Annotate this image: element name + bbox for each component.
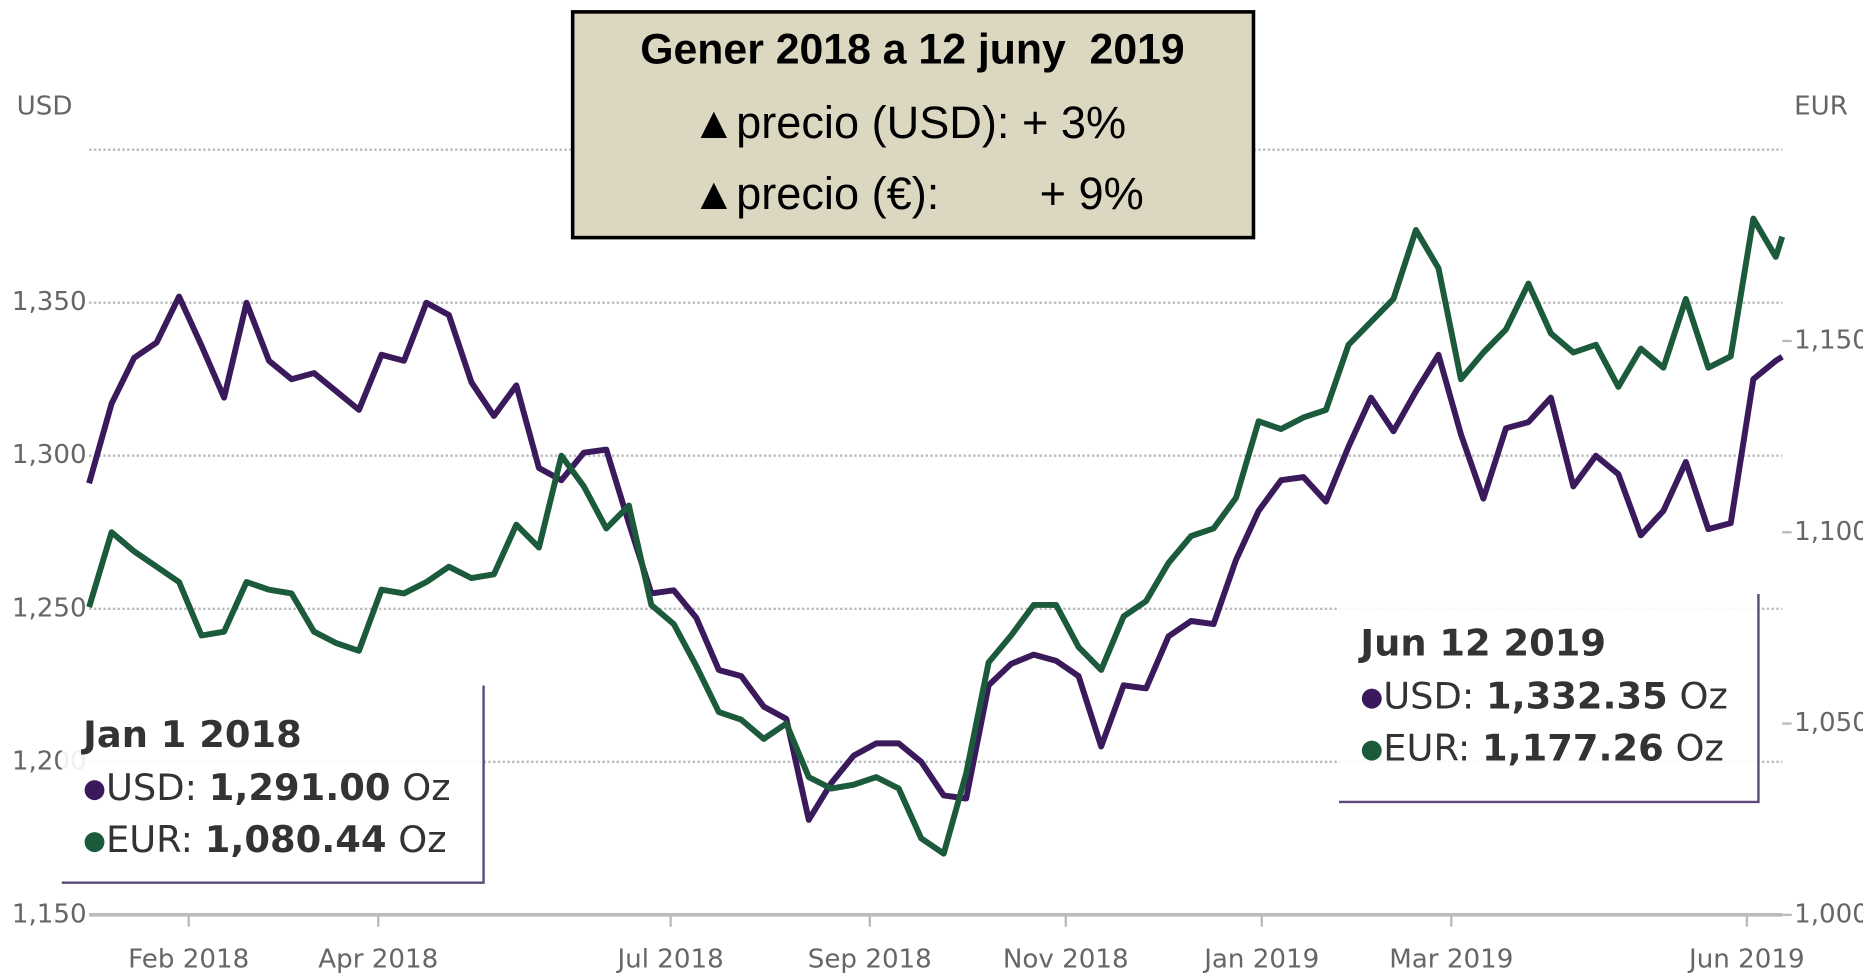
tooltip-unit: Oz (1664, 726, 1724, 769)
y2-tick-label: 1,000 (1794, 899, 1863, 929)
tooltip-box (61, 685, 484, 883)
tooltip-value: 1,177.26 (1482, 726, 1664, 769)
x-tick-label: Feb 2018 (128, 944, 249, 974)
tooltip-row: ●USD: 1,291.00 Oz (83, 765, 450, 808)
tooltip-label: USD: (106, 765, 209, 808)
tooltip-value: 1,080.44 (205, 818, 387, 861)
tooltip-marker: ● (1360, 682, 1383, 712)
x-tick-label: Jan 2019 (1202, 944, 1319, 974)
tooltip-unit: Oz (391, 765, 451, 808)
tooltip-box (1339, 594, 1759, 802)
summary-box (570, 10, 1256, 240)
tooltip-value: 1,332.35 (1486, 674, 1668, 717)
tooltip-marker: ● (83, 826, 106, 856)
summary-line: ▲precio (USD): + 3% (691, 97, 1126, 148)
y-tick-label: 1,350 (12, 287, 87, 317)
lines (86, 215, 1786, 857)
tooltip-label: EUR: (1383, 726, 1482, 769)
tooltip-label: USD: (1383, 674, 1486, 717)
tooltip-unit: Oz (387, 818, 447, 861)
tooltip-border (61, 685, 485, 884)
summary-title: Gener 2018 a 12 juny 2019 (640, 26, 1184, 74)
tooltip-marker: ● (83, 773, 106, 803)
y2-axis-label: EUR (1794, 91, 1848, 121)
x-tick-label: Sep 2018 (808, 944, 932, 974)
tooltip-row: ●EUR: 1,080.44 Oz (83, 818, 446, 861)
tooltip-date: Jan 1 2018 (80, 713, 302, 756)
series-line (86, 293, 1784, 823)
series-line (86, 215, 1786, 857)
y-tick-label: 1,150 (12, 899, 87, 929)
x-tick-label: Mar 2019 (1389, 944, 1513, 974)
tooltip-unit: Oz (1668, 674, 1728, 717)
x-tick-label: Jun 2019 (1687, 944, 1805, 974)
tooltip-label: EUR: (106, 818, 205, 861)
overlay: Gener 2018 a 12 juny 2019 ▲precio (USD): … (61, 10, 1760, 884)
y-tick-label: 1,300 (12, 440, 87, 470)
y2-tick-label: 1,050 (1794, 708, 1863, 738)
y2-tick-label: 1,150 (1794, 325, 1863, 355)
tooltip-date: Jun 12 2019 (1357, 622, 1606, 665)
x-tick-label: Apr 2018 (318, 944, 438, 974)
tooltip-row: ●USD: 1,332.35 Oz (1360, 674, 1727, 717)
x-tick-label: Jul 2018 (615, 944, 723, 974)
tooltip-border (1339, 594, 1760, 804)
y-axis-label: USD (17, 91, 73, 121)
y-tick-label: 1,250 (12, 593, 87, 623)
ticks: 1,1501,2001,2501,3001,3501,0001,0501,100… (12, 91, 1863, 974)
tooltip-marker: ● (1360, 734, 1383, 764)
summary-line: ▲precio (€): + 9% (691, 168, 1143, 219)
tooltip-row: ●EUR: 1,177.26 Oz (1360, 726, 1723, 769)
x-tick-label: Nov 2018 (1003, 944, 1129, 974)
y2-tick-label: 1,100 (1794, 517, 1863, 547)
tooltip-value: 1,291.00 (209, 765, 391, 808)
